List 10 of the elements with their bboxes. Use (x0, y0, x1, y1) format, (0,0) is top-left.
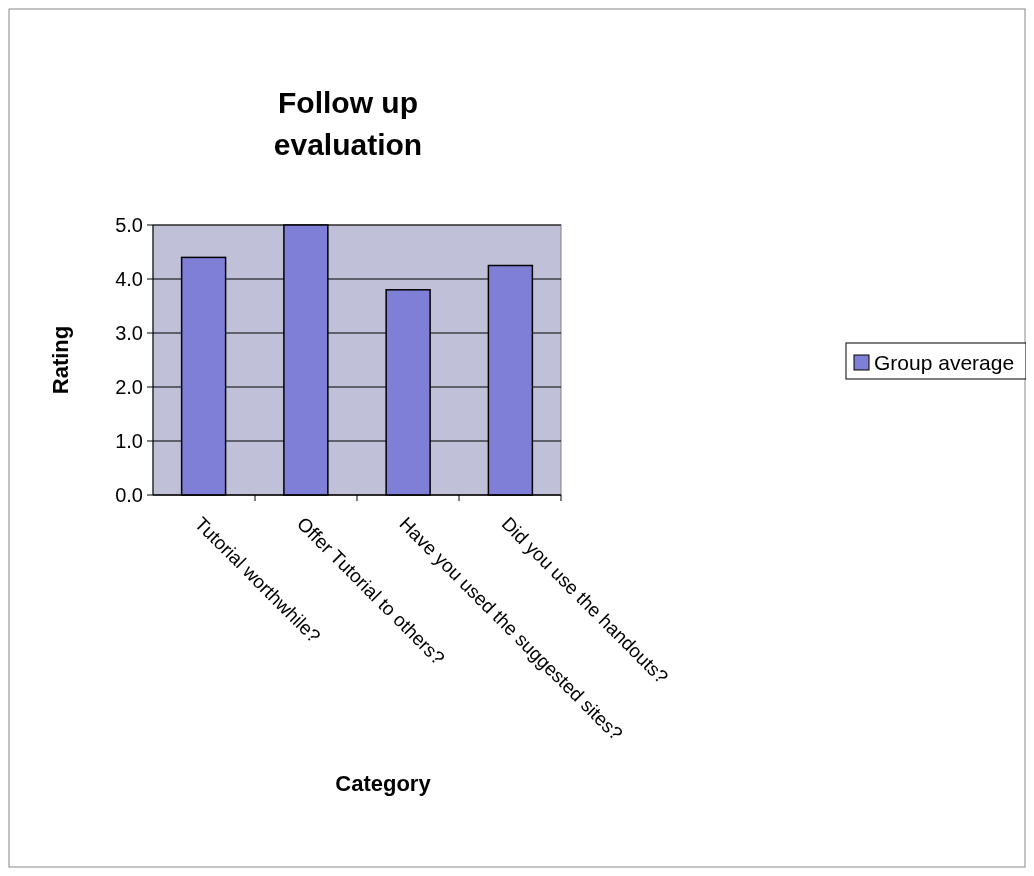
legend-label: Group average (874, 351, 1015, 375)
y-tick-label: 3.0 (115, 322, 143, 344)
y-tick-label: 2.0 (115, 376, 143, 398)
x-axis-title: Category (335, 771, 432, 796)
chart-title: Follow up evaluation (273, 86, 423, 161)
y-tick-label: 0.0 (115, 484, 143, 506)
y-axis-title: Rating (48, 325, 73, 395)
y-tick-label: 1.0 (115, 430, 143, 452)
y-tick-label: 5.0 (115, 214, 143, 236)
y-tick-label: 4.0 (115, 268, 143, 290)
